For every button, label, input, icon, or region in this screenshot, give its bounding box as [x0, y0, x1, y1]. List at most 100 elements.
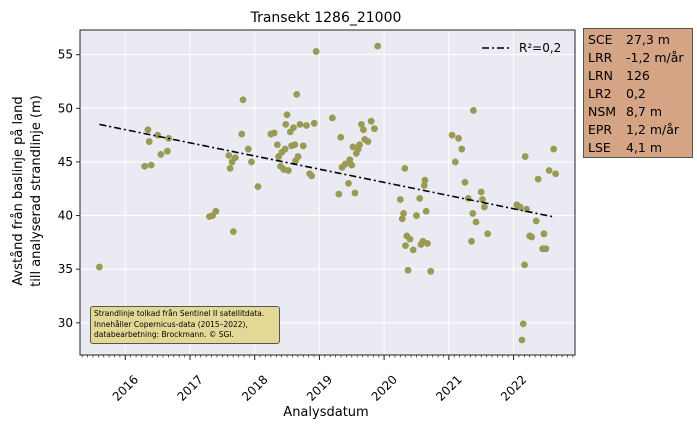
data-point [402, 242, 409, 249]
x-axis-label: Analysdatum [283, 405, 368, 420]
data-point [468, 237, 475, 245]
data-point [416, 194, 424, 202]
stats-row-nsm: NSM 8,7 m [588, 103, 688, 121]
statistics-box: SCE 27,3 m LRR -1,2 m/år LRN 126 LR2 0,2 NSM… [583, 28, 693, 158]
x-tick-label: 2019 [304, 372, 335, 403]
data-point [477, 188, 485, 196]
stats-value: 27,3 m [626, 32, 670, 47]
data-point [523, 205, 530, 213]
stats-row-sce: SCE 27,3 m [588, 31, 688, 49]
y-tick-label: 45 [58, 155, 73, 169]
stats-row-lrr: LRR -1,2 m/år [588, 49, 688, 67]
y-axis-ticks: 30 35 40 45 50 55 [58, 48, 80, 330]
data-point [270, 129, 278, 137]
y-tick-label: 50 [58, 101, 73, 115]
plot-frame [79, 29, 576, 356]
data-point [481, 203, 488, 211]
data-point [284, 167, 292, 174]
data-point [244, 145, 252, 153]
plot-area [80, 30, 575, 355]
data-point [157, 151, 165, 158]
data-point [239, 96, 247, 104]
stats-value: 1,2 m/år [626, 122, 680, 137]
data-point [448, 131, 456, 139]
stats-value: 0,2 [626, 86, 646, 101]
data-point [312, 48, 320, 55]
data-point [358, 120, 365, 128]
data-point [413, 212, 420, 219]
data-point [348, 161, 356, 169]
data-point [367, 117, 375, 125]
stats-row-lse: LSE 4,1 m [588, 139, 688, 157]
attribution-line-1: Strandlinje tolkad från Sentinel II sate… [94, 309, 265, 318]
data-point [296, 120, 304, 128]
x-tick-label: 2021 [433, 372, 464, 403]
data-point [147, 161, 155, 169]
data-point [516, 203, 524, 211]
data-point [528, 233, 536, 241]
data-point [335, 190, 343, 198]
data-point [396, 196, 404, 203]
stats-key: NSM [588, 104, 617, 119]
x-axis-ticks: 2016 2017 2018 2019 2020 2021 2022 [110, 355, 529, 404]
data-point [273, 141, 281, 149]
y-tick-label: 40 [58, 209, 73, 223]
stats-value: 8,7 m [626, 104, 663, 119]
data-point [328, 114, 336, 122]
stats-value: 126 [626, 68, 650, 83]
data-point [238, 130, 246, 138]
data-point [421, 176, 429, 184]
data-point [409, 246, 417, 254]
data-point [290, 124, 297, 132]
data-point [451, 158, 459, 166]
data-point [427, 267, 435, 275]
data-point [398, 215, 406, 223]
data-point [521, 261, 528, 269]
y-axis-label-line2: till analyserad strandlinje (m) [29, 95, 44, 287]
data-point [542, 245, 550, 253]
data-point [337, 133, 345, 141]
y-tick-label: 30 [58, 316, 73, 330]
stats-key: LSE [588, 140, 611, 155]
data-point [346, 156, 354, 164]
grid [80, 30, 575, 355]
data-point [145, 138, 153, 145]
data-point [282, 120, 290, 128]
data-point [303, 122, 310, 129]
x-tick-label: 2017 [174, 372, 205, 403]
data-point [374, 42, 382, 50]
stats-value: 4,1 m [626, 140, 663, 155]
data-point [356, 141, 363, 149]
data-point [469, 210, 477, 217]
stats-key: EPR [588, 122, 613, 137]
data-point [371, 125, 378, 133]
data-point [144, 126, 152, 134]
data-point [231, 154, 239, 162]
data-point [400, 210, 407, 217]
data-point [226, 164, 234, 172]
data-point [424, 240, 431, 247]
data-point [404, 266, 412, 274]
x-tick-label: 2020 [369, 372, 400, 403]
data-point [281, 145, 289, 153]
data-point [550, 145, 558, 153]
data-point [479, 196, 486, 203]
legend-label: R²=0,2 [519, 41, 561, 55]
data-point [294, 153, 302, 160]
data-point [455, 134, 462, 142]
data-point [229, 228, 237, 236]
data-point [540, 230, 548, 238]
data-point [420, 182, 428, 189]
attribution-line-3: databearbetning: Brockmann. © SGI. [94, 330, 234, 339]
legend: R²=0,2 [482, 41, 561, 55]
stats-row-lrn: LRN 126 [588, 67, 688, 85]
chart-title: Transekt 1286_21000 [250, 10, 402, 26]
stats-row-lr2: LR2 0,2 [588, 85, 688, 103]
data-point [364, 138, 372, 145]
data-point [308, 172, 316, 180]
data-point [519, 320, 527, 328]
stats-key: LR2 [588, 86, 612, 101]
data-point [163, 147, 171, 155]
stats-row-epr: EPR 1,2 m/år [588, 121, 688, 139]
